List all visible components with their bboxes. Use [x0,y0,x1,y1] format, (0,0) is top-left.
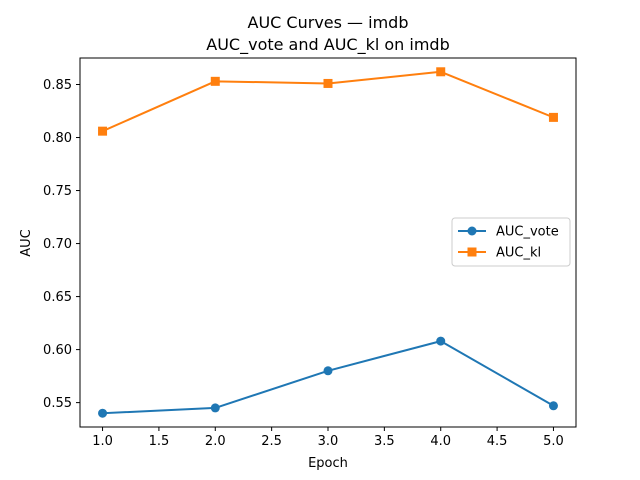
y-axis-label: AUC [19,229,34,257]
y-tick-label: 0.60 [43,343,72,358]
y-tick-label: 0.65 [43,290,72,305]
data-point-auc-kl-2 [210,76,220,86]
y-tick-label: 0.75 [43,184,72,199]
legend-marker-auc-vote [467,226,477,236]
x-tick-label: 1.5 [149,434,170,449]
chart-subtitle: AUC_vote and AUC_kl on imdb [206,35,449,55]
legend-marker-auc-kl [467,247,477,257]
data-point-auc-kl-1 [98,126,108,136]
data-point-auc-vote-3 [323,366,333,376]
x-tick-label: 3.0 [318,434,339,449]
x-tick-label: 3.5 [374,434,395,449]
data-point-auc-vote-1 [98,408,108,418]
legend-label-auc-vote: AUC_vote [496,225,559,240]
data-point-auc-kl-3 [323,78,333,88]
legend-label-auc-kl: AUC_kl [496,246,541,261]
x-tick-label: 4.5 [487,434,508,449]
data-point-auc-kl-5 [548,112,558,122]
y-tick-label: 0.85 [43,78,72,93]
data-point-auc-kl-4 [436,67,446,77]
x-axis-label: Epoch [308,456,348,471]
data-point-auc-vote-5 [548,401,558,411]
chart-title: AUC Curves — imdb [248,13,409,32]
x-tick-label: 5.0 [543,434,564,449]
legend: AUC_vote AUC_kl [451,217,571,267]
y-tick-label: 0.55 [43,396,72,411]
x-tick-label: 2.0 [205,434,226,449]
y-tick-label: 0.70 [43,237,72,252]
x-tick-label: 4.0 [430,434,451,449]
plot-area: 1.0 1.5 2.0 2.5 3.0 3.5 4.0 4.5 5.0 0.55 0.60 0.65 0… [43,57,577,449]
x-tick-label: 2.5 [261,434,282,449]
data-point-auc-vote-2 [210,403,220,413]
y-tick-label: 0.80 [43,131,72,146]
x-tick-label: 1.0 [92,434,113,449]
data-point-auc-vote-4 [436,336,446,346]
